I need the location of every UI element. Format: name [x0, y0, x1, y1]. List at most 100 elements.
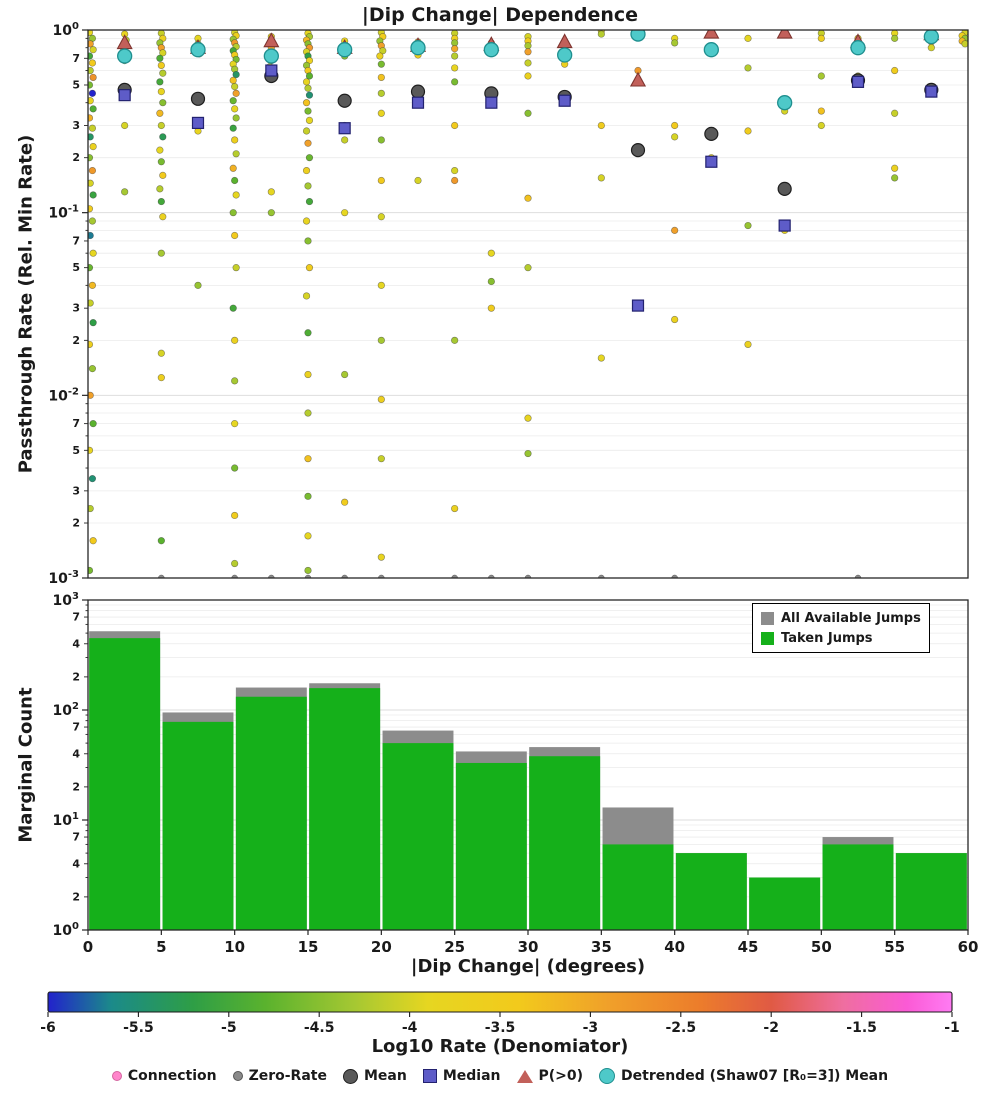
summary-markers-layer: [116, 30, 940, 312]
svg-text:2: 2: [72, 670, 80, 683]
svg-text:5: 5: [156, 938, 166, 956]
chart-title: |Dip Change| Dependence: [361, 4, 639, 26]
bar-taken-jumps: [162, 721, 234, 930]
colorbar-label: Log10 Rate (Denomiator): [371, 1036, 629, 1057]
x-axis-label: |Dip Change| (degrees): [410, 956, 646, 977]
bar-taken-jumps: [895, 853, 967, 930]
legend-label: Median: [442, 1068, 501, 1084]
svg-text:10-3: 10-3: [48, 569, 79, 587]
bar-taken-jumps: [455, 762, 527, 930]
zero-rate-marker-icon: [232, 1071, 243, 1081]
svg-text:102: 102: [53, 701, 79, 719]
bar-taken-jumps: [529, 756, 601, 930]
svg-text:2: 2: [72, 780, 80, 793]
legend-item-detrended: Detrended (Shaw07 [R₀=3]) Mean: [599, 1068, 888, 1084]
bar-taken-jumps: [822, 844, 894, 930]
svg-text:2: 2: [72, 151, 80, 164]
svg-text:7: 7: [72, 611, 80, 624]
bar-legend-label: Taken Jumps: [781, 630, 873, 646]
svg-text:-2: -2: [763, 1020, 779, 1036]
bottom-y-axis-ticks: 103 102 101 100 2 4 7 2 4 7 2 4 7: [53, 591, 88, 939]
svg-text:15: 15: [298, 938, 319, 956]
p-gt0-marker-icon: [516, 1069, 533, 1083]
detrended-marker-icon: [599, 1068, 616, 1084]
svg-text:3: 3: [72, 484, 80, 497]
svg-text:2: 2: [72, 334, 80, 347]
svg-text:5: 5: [72, 444, 80, 457]
svg-text:7: 7: [72, 417, 80, 430]
svg-text:7: 7: [72, 52, 80, 65]
svg-text:55: 55: [884, 938, 905, 956]
svg-text:-2.5: -2.5: [665, 1020, 696, 1036]
svg-text:-5: -5: [221, 1020, 237, 1036]
svg-text:-5.5: -5.5: [123, 1020, 154, 1036]
svg-text:-4: -4: [402, 1020, 418, 1036]
svg-text:7: 7: [72, 721, 80, 734]
bar-legend-item-all-jumps: All Available Jumps: [761, 608, 921, 628]
bar-legend-label: All Available Jumps: [781, 610, 921, 626]
legend-item-connection: Connection: [111, 1068, 217, 1084]
bar-legend-item-taken-jumps: Taken Jumps: [761, 628, 921, 648]
svg-text:10-1: 10-1: [48, 204, 79, 222]
svg-text:5: 5: [72, 261, 80, 274]
legend-item-zero-rate: Zero-Rate: [232, 1068, 327, 1084]
legend-label: P(>0): [538, 1068, 584, 1084]
connection-marker-icon: [111, 1071, 122, 1081]
svg-text:101: 101: [53, 811, 79, 829]
legend-label: Zero-Rate: [248, 1068, 327, 1084]
y-axis-label-bottom: Marginal Count: [15, 687, 37, 843]
svg-text:3: 3: [72, 119, 80, 132]
svg-text:40: 40: [664, 938, 685, 956]
svg-text:60: 60: [958, 938, 979, 956]
legend-item-mean: Mean: [342, 1068, 407, 1084]
svg-text:-3.5: -3.5: [485, 1020, 516, 1036]
svg-text:25: 25: [444, 938, 465, 956]
svg-text:-1: -1: [944, 1020, 960, 1036]
taken-jumps-swatch-icon: [761, 631, 774, 645]
legend-item-median: Median: [422, 1068, 501, 1084]
top-panel-border: [87, 29, 969, 579]
svg-text:35: 35: [591, 938, 612, 956]
svg-text:-6: -6: [40, 1020, 56, 1036]
svg-text:10-2: 10-2: [48, 386, 79, 404]
svg-text:0: 0: [83, 938, 93, 956]
bar-taken-jumps: [235, 696, 307, 930]
scatter-points-layer: [88, 30, 968, 578]
legend-item-p-gt0: P(>0): [516, 1068, 584, 1084]
all-jumps-swatch-icon: [761, 611, 774, 625]
bar-taken-jumps: [602, 844, 674, 930]
svg-text:100: 100: [53, 21, 79, 39]
svg-text:103: 103: [53, 591, 79, 609]
svg-text:100: 100: [53, 921, 79, 939]
svg-text:2: 2: [72, 890, 80, 903]
svg-text:4: 4: [72, 857, 80, 870]
svg-text:20: 20: [371, 938, 392, 956]
bar-taken-jumps: [382, 743, 454, 930]
legend-label: Connection: [127, 1068, 217, 1084]
legend-label: Detrended (Shaw07 [R₀=3]) Mean: [621, 1068, 889, 1084]
legend-label: Mean: [363, 1068, 407, 1084]
svg-text:7: 7: [72, 831, 80, 844]
svg-text:4: 4: [72, 747, 80, 760]
bar-taken-jumps: [749, 877, 821, 930]
svg-text:50: 50: [811, 938, 832, 956]
mean-marker-icon: [342, 1068, 358, 1084]
svg-text:3: 3: [72, 302, 80, 315]
svg-text:4: 4: [72, 637, 80, 650]
svg-text:5: 5: [72, 78, 80, 91]
bar-taken-jumps: [309, 688, 381, 930]
bar-legend: All Available Jumps Taken Jumps: [752, 603, 930, 653]
x-axis-ticks: 0 5 10 15 20 25 30 35 40 45 50 55 60: [83, 930, 979, 956]
svg-text:30: 30: [518, 938, 539, 956]
y-axis-label-top: Passthrough Rate (Rel. Min Rate): [15, 134, 37, 474]
top-y-axis-ticks: 100 10-1 10-2 10-3 2 3 5 7 2 3 5 7 2 3 5 7: [48, 21, 88, 587]
bar-taken-jumps: [89, 638, 161, 930]
colorbar: -6 -5.5 -5 -4.5 -4 -3.5 -3 -2.5 -2 -1.5 -1: [40, 991, 960, 1036]
bar-taken-jumps: [675, 853, 747, 930]
median-marker-icon: [422, 1069, 437, 1083]
svg-text:-1.5: -1.5: [846, 1020, 877, 1036]
svg-text:10: 10: [224, 938, 245, 956]
marker-legend: Connection Zero-Rate Mean Median P(>0) D…: [0, 1068, 1000, 1084]
